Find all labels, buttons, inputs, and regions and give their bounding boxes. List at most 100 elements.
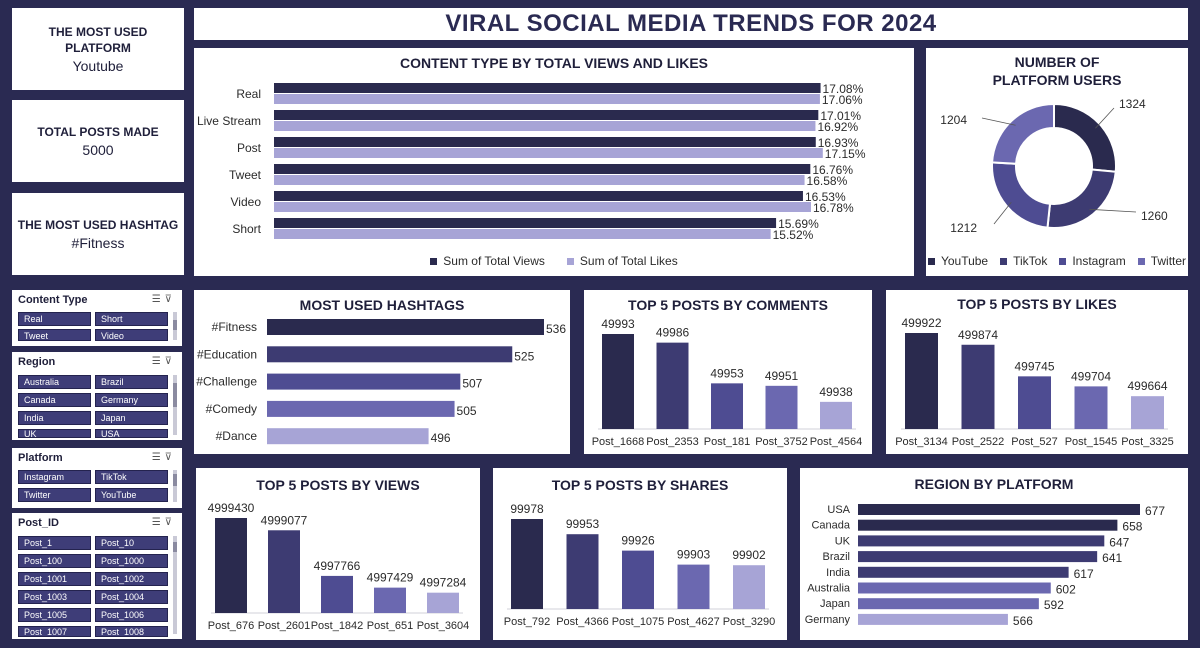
category-label: Post_527 xyxy=(1011,436,1057,448)
clear-filter-icon[interactable]: ⊽ xyxy=(164,356,176,367)
bar xyxy=(274,218,777,228)
bar xyxy=(858,566,1069,578)
legend-label: TikTok xyxy=(1013,254,1048,268)
slicer-chip[interactable]: Real xyxy=(18,312,91,326)
multi-select-icon[interactable]: ☰ xyxy=(151,356,165,367)
slicer-chip[interactable]: Twitter xyxy=(18,488,91,502)
category-label: Post_1668 xyxy=(592,436,645,448)
data-label: 1204 xyxy=(940,113,967,127)
top-views-chart: 4999430 Post_676 4999077 Post_2601 4997766 Po… xyxy=(208,501,470,632)
data-label: 1324 xyxy=(1119,97,1146,111)
category-label: #Dance xyxy=(216,429,258,443)
legend-swatch xyxy=(1000,257,1008,265)
bar xyxy=(858,613,1008,625)
slicer-chip[interactable]: Post_1 xyxy=(18,536,91,550)
slicer-chip[interactable]: Post_1002 xyxy=(95,572,168,586)
legend-label: Instagram xyxy=(1072,254,1126,268)
data-label: 4997766 xyxy=(314,559,361,573)
data-label: 525 xyxy=(514,349,534,363)
bar xyxy=(622,550,654,609)
slicer-content-type: Content Type ☰⊽ Real Short Tweet Video xyxy=(12,290,182,346)
slicer-chip[interactable]: Canada xyxy=(18,393,91,407)
slicer-title: Post_ID xyxy=(18,517,59,529)
bar xyxy=(858,582,1051,594)
slicer-scrollbar[interactable] xyxy=(173,536,177,634)
slicer-chip[interactable]: Japan xyxy=(95,411,168,425)
data-label: 49993 xyxy=(601,317,635,331)
slicer-chip[interactable]: Post_10 xyxy=(95,536,168,550)
bar xyxy=(274,94,820,104)
legend-item-youtube: YouTube xyxy=(927,254,988,268)
slicer-chip[interactable]: Post_100 xyxy=(18,554,91,568)
kpi-value: #Fitness xyxy=(71,235,125,251)
category-label: Post_4627 xyxy=(667,616,720,628)
slicer-chip[interactable]: Instagram xyxy=(18,470,91,484)
slicer-title: Platform xyxy=(18,452,63,464)
data-label: 677 xyxy=(1145,504,1165,518)
bar xyxy=(267,319,544,335)
data-label: 4999077 xyxy=(261,513,308,527)
slicer-chip[interactable]: Post_1006 xyxy=(95,608,168,622)
bar xyxy=(858,504,1140,515)
slicer-chip[interactable]: Short xyxy=(95,312,168,326)
slicer-chip[interactable]: Post_1007 xyxy=(18,626,91,637)
data-label: 17.15% xyxy=(825,147,866,161)
data-label: 99903 xyxy=(677,548,711,562)
kpi-value: 5000 xyxy=(82,142,114,158)
clear-filter-icon[interactable]: ⊽ xyxy=(164,517,176,528)
slicer-scrollbar[interactable] xyxy=(173,470,177,502)
bar xyxy=(267,400,455,417)
slicer-chip[interactable]: Post_1008 xyxy=(95,626,168,637)
slicer-chip[interactable]: Brazil xyxy=(95,375,168,389)
legend-swatch xyxy=(566,257,574,265)
slicer-region: Region ☰⊽ Australia Brazil Canada German… xyxy=(12,352,182,440)
data-label: 16.58% xyxy=(807,174,848,188)
donut-slice xyxy=(1046,168,1117,229)
leader-line xyxy=(993,201,1012,225)
kpi-label: THE MOST USED PLATFORM xyxy=(48,25,148,55)
data-label: 99926 xyxy=(621,534,655,548)
bar xyxy=(274,175,805,185)
slicer-chip[interactable]: UK xyxy=(18,429,91,438)
category-label: Live Stream xyxy=(197,114,261,128)
clear-filter-icon[interactable]: ⊽ xyxy=(164,452,176,463)
slicer-chip[interactable]: India xyxy=(18,411,91,425)
legend-item-instagram: Instagram xyxy=(1059,254,1126,268)
bar xyxy=(858,535,1105,547)
slicer-chip[interactable]: Tweet xyxy=(18,329,91,341)
category-label: Post xyxy=(237,141,262,155)
slicer-chip[interactable]: Post_1000 xyxy=(95,554,168,568)
slicer-chip[interactable]: TikTok xyxy=(95,470,168,484)
slicer-chip[interactable]: Video xyxy=(95,329,168,341)
multi-select-icon[interactable]: ☰ xyxy=(151,517,165,528)
slicer-chip[interactable]: Post_1001 xyxy=(18,572,91,586)
slicer-chip[interactable]: Post_1004 xyxy=(95,590,168,604)
slicer-chip[interactable]: Post_1003 xyxy=(18,590,91,604)
data-label: 507 xyxy=(462,377,482,391)
slicer-icons: ☰⊽ xyxy=(152,356,176,367)
data-label: 4999430 xyxy=(208,501,255,515)
slicer-chip[interactable]: Post_1005 xyxy=(18,608,91,622)
category-label: Japan xyxy=(820,598,850,610)
bar xyxy=(566,534,599,609)
slicer-icons: ☰⊽ xyxy=(152,294,176,305)
data-label: 17.08% xyxy=(823,82,864,96)
multi-select-icon[interactable]: ☰ xyxy=(151,294,165,305)
slicer-scrollbar[interactable] xyxy=(173,312,177,340)
bar xyxy=(1131,396,1164,429)
slicer-scrollbar[interactable] xyxy=(173,375,177,435)
chart-title: TOP 5 POSTS BY LIKES xyxy=(957,296,1117,312)
slicer-chip[interactable]: USA xyxy=(95,429,168,438)
clear-filter-icon[interactable]: ⊽ xyxy=(164,294,176,305)
multi-select-icon[interactable]: ☰ xyxy=(151,452,165,463)
category-label: Post_3134 xyxy=(895,436,948,448)
slicer-chip[interactable]: Germany xyxy=(95,393,168,407)
legend-item-twitter: Twitter xyxy=(1137,254,1186,268)
data-label: 499874 xyxy=(958,328,998,342)
legend-item-tiktok: TikTok xyxy=(1000,254,1047,268)
category-label: #Education xyxy=(197,347,257,361)
bar xyxy=(1074,386,1108,429)
category-label: Post_3325 xyxy=(1121,436,1174,448)
slicer-chip[interactable]: YouTube xyxy=(95,488,168,502)
slicer-chip[interactable]: Australia xyxy=(18,375,91,389)
